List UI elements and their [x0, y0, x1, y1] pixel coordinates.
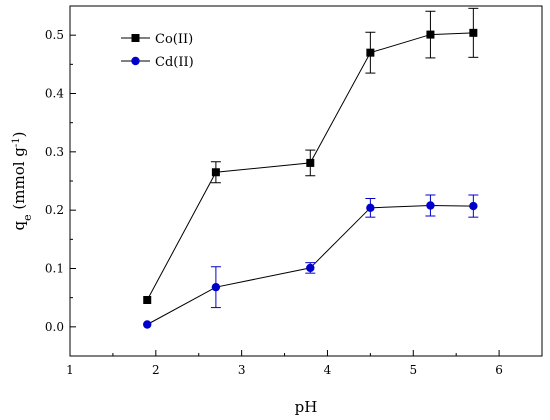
legend-marker-co — [131, 34, 140, 42]
y-tick-label: 0.4 — [45, 87, 64, 101]
x-tick-label: 4 — [324, 363, 332, 377]
series-layer — [143, 7, 479, 329]
data-point-cd — [143, 320, 152, 329]
x-tick-label: 6 — [495, 363, 503, 377]
legend-label-co: Co(II) — [155, 32, 193, 47]
y-tick-label: 0.3 — [45, 145, 64, 159]
data-point-co — [211, 168, 220, 177]
data-point-co — [426, 30, 435, 39]
legend-label-cd: Cd(II) — [155, 55, 194, 70]
x-axis-title: pH — [295, 398, 318, 416]
series-line-co — [146, 32, 474, 301]
x-tick-label: 5 — [409, 363, 417, 377]
data-point-co — [306, 158, 315, 167]
y-axis-title-close: ) — [10, 132, 28, 138]
y-tick-label: 0.2 — [45, 203, 64, 217]
data-point-cd — [426, 201, 435, 210]
data-point-co — [366, 48, 375, 57]
data-point-cd — [366, 203, 375, 213]
y-tick-label: 0.0 — [45, 320, 64, 334]
x-axis-ticks: 1 2 3 4 5 6 — [66, 350, 543, 377]
y-axis-title-superscript: -1 — [11, 137, 22, 147]
plot-frame — [69, 5, 543, 357]
data-point-cd — [306, 263, 315, 273]
data-point-cd — [211, 282, 221, 292]
x-tick-label: 1 — [66, 363, 74, 377]
data-point-co — [143, 296, 152, 304]
y-axis-title: qe (mmol g-1) — [10, 132, 34, 231]
legend-marker-cd — [131, 56, 140, 66]
data-point-cd — [469, 201, 478, 211]
y-axis-title-subscript: e — [21, 214, 34, 221]
x-tick-label: 3 — [238, 363, 246, 377]
data-point-co — [469, 28, 478, 37]
x-tick-label: 2 — [152, 363, 160, 377]
y-axis-title-unit: (mmol g — [10, 147, 28, 215]
series-line-cd — [146, 204, 474, 325]
y-axis-title-main: q — [10, 221, 28, 231]
y-axis-ticks: 0.0 0.1 0.2 0.3 0.4 0.5 — [45, 5, 76, 357]
legend: Co(II) Cd(II) — [121, 32, 194, 70]
y-tick-label: 0.5 — [45, 28, 64, 42]
y-tick-label: 0.1 — [45, 262, 64, 276]
